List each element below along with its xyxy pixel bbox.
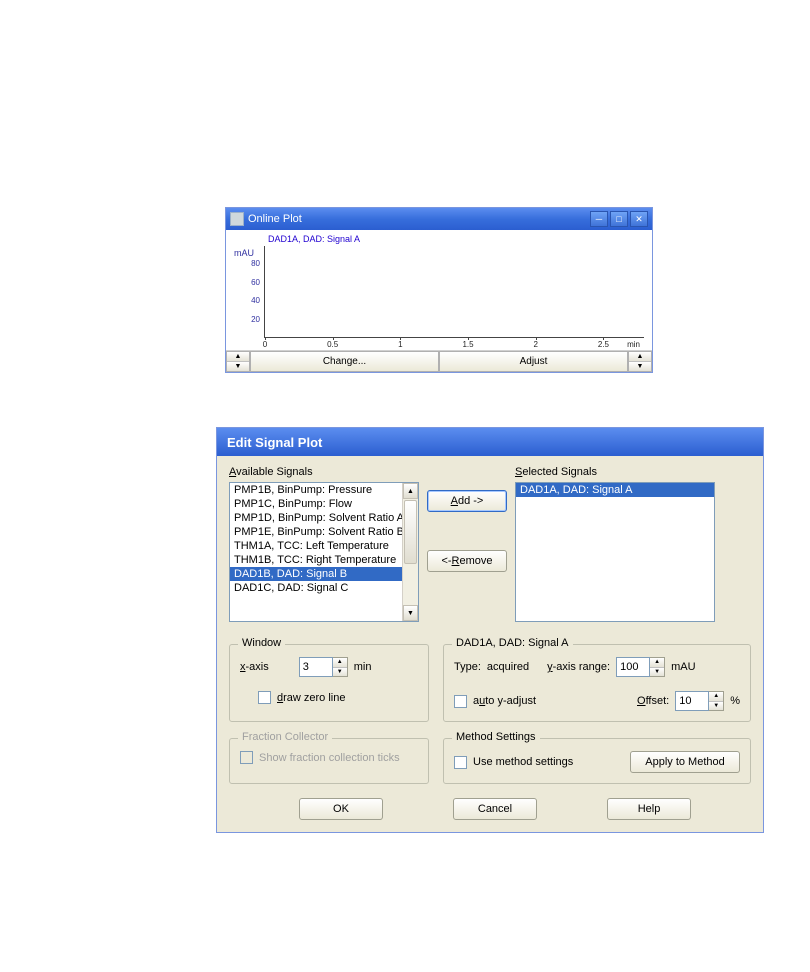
draw-zero-checkbox[interactable] [258, 691, 271, 704]
offset-value[interactable]: 10 [675, 691, 709, 711]
plot-ytick: 20 [244, 315, 260, 324]
show-fraction-ticks-checkbox [240, 751, 253, 764]
fraction-collector-group: Fraction Collector Show fraction collect… [229, 738, 429, 784]
plot-legend: DAD1A, DAD: Signal A [268, 234, 360, 244]
spinner-up-icon[interactable]: ▲ [650, 658, 664, 668]
left-spinner[interactable]: ▲ ▼ [226, 351, 250, 372]
right-spinner[interactable]: ▲ ▼ [628, 351, 652, 372]
scroll-down-icon[interactable]: ▼ [403, 605, 418, 621]
change-button[interactable]: Change... [250, 351, 439, 372]
apply-to-method-button[interactable]: Apply to Method [630, 751, 740, 773]
available-signal-item[interactable]: PMP1B, BinPump: Pressure [230, 483, 402, 497]
window-group: Window x-axis 3 ▲▼ min draw zero line [229, 644, 429, 722]
spinner-up-icon[interactable]: ▲ [333, 658, 347, 668]
selected-signals-listbox[interactable]: DAD1A, DAD: Signal A [515, 482, 715, 622]
plot-xtick: 1.5 [462, 340, 473, 349]
xaxis-label: x-axis [240, 661, 269, 673]
yrange-label: y-axis range: [547, 661, 610, 673]
spinner-down-icon[interactable]: ▼ [333, 668, 347, 677]
window-group-title: Window [238, 637, 285, 649]
auto-y-adjust-label: auto y-adjust [473, 695, 536, 707]
method-group-title: Method Settings [452, 731, 540, 743]
offset-unit: % [730, 695, 740, 707]
add-button[interactable]: Add -> [427, 490, 507, 512]
plot-xaxis-unit: min [627, 340, 640, 349]
spinner-down-icon[interactable]: ▼ [227, 362, 249, 371]
window-title: Online Plot [248, 213, 590, 225]
available-signal-item[interactable]: THM1B, TCC: Right Temperature [230, 553, 402, 567]
plot-controls: ▲ ▼ Change... Adjust ▲ ▼ [226, 350, 652, 372]
signal-group-title: DAD1A, DAD: Signal A [452, 637, 573, 649]
available-signal-item[interactable]: THM1A, TCC: Left Temperature [230, 539, 402, 553]
auto-y-adjust-checkbox[interactable] [454, 695, 467, 708]
online-plot-window: Online Plot ─ □ ✕ DAD1A, DAD: Signal A m… [225, 207, 653, 373]
offset-input[interactable]: 10 ▲▼ [675, 691, 724, 711]
yrange-value[interactable]: 100 [616, 657, 650, 677]
plot-xtick: 0 [263, 340, 267, 349]
ok-button[interactable]: OK [299, 798, 383, 820]
available-signal-item[interactable]: DAD1B, DAD: Signal B [230, 567, 402, 581]
window-icon [230, 212, 244, 226]
offset-label: Offset: [637, 695, 669, 707]
use-method-settings-checkbox[interactable] [454, 756, 467, 769]
draw-zero-label: draw zero line [277, 692, 345, 704]
online-plot-titlebar[interactable]: Online Plot ─ □ ✕ [226, 208, 652, 230]
plot-xtick: 0.5 [327, 340, 338, 349]
plot-area: DAD1A, DAD: Signal A mAU 80604020 00.511… [226, 230, 652, 350]
plot-yaxis-label: mAU [234, 248, 254, 258]
scrollbar[interactable]: ▲ ▼ [402, 483, 418, 621]
type-value: acquired [487, 661, 529, 673]
close-button[interactable]: ✕ [630, 211, 648, 227]
minimize-button[interactable]: ─ [590, 211, 608, 227]
use-method-settings-label: Use method settings [473, 756, 573, 768]
spinner-down-icon[interactable]: ▼ [650, 668, 664, 677]
xaxis-value[interactable]: 3 [299, 657, 333, 677]
scroll-up-icon[interactable]: ▲ [403, 483, 418, 499]
plot-ytick: 60 [244, 278, 260, 287]
available-signal-item[interactable]: PMP1D, BinPump: Solvent Ratio A [230, 511, 402, 525]
dialog-title: Edit Signal Plot [227, 435, 322, 450]
signal-group: DAD1A, DAD: Signal A Type: acquired y-ax… [443, 644, 751, 722]
xaxis-input[interactable]: 3 ▲▼ [299, 657, 348, 677]
available-signal-item[interactable]: PMP1E, BinPump: Solvent Ratio B [230, 525, 402, 539]
selected-signals-label: Selected Signals [515, 466, 715, 478]
available-signal-item[interactable]: DAD1C, DAD: Signal C [230, 581, 402, 595]
fraction-group-title: Fraction Collector [238, 731, 332, 743]
plot-ytick: 80 [244, 259, 260, 268]
spinner-up-icon[interactable]: ▲ [629, 352, 651, 362]
type-label: Type: [454, 661, 481, 673]
available-signals-listbox[interactable]: PMP1B, BinPump: PressurePMP1C, BinPump: … [229, 482, 419, 622]
plot-xtick: 1 [398, 340, 402, 349]
scroll-thumb[interactable] [404, 500, 417, 564]
yrange-unit: mAU [671, 661, 695, 673]
method-settings-group: Method Settings Use method settings Appl… [443, 738, 751, 784]
help-button[interactable]: Help [607, 798, 691, 820]
available-signals-label: Available Signals [229, 466, 419, 478]
cancel-button[interactable]: Cancel [453, 798, 537, 820]
spinner-up-icon[interactable]: ▲ [709, 692, 723, 702]
remove-button[interactable]: <- Remove [427, 550, 507, 572]
plot-canvas: 00.511.522.5 min [264, 246, 644, 338]
selected-signal-item[interactable]: DAD1A, DAD: Signal A [516, 483, 714, 497]
yrange-input[interactable]: 100 ▲▼ [616, 657, 665, 677]
plot-xtick: 2 [533, 340, 537, 349]
plot-ytick: 40 [244, 296, 260, 305]
spinner-up-icon[interactable]: ▲ [227, 352, 249, 362]
available-signal-item[interactable]: PMP1C, BinPump: Flow [230, 497, 402, 511]
spinner-down-icon[interactable]: ▼ [629, 362, 651, 371]
dialog-titlebar[interactable]: Edit Signal Plot [217, 428, 763, 456]
plot-xtick: 2.5 [598, 340, 609, 349]
edit-signal-plot-dialog: Edit Signal Plot Available Signals PMP1B… [216, 427, 764, 833]
adjust-button[interactable]: Adjust [439, 351, 628, 372]
xaxis-unit: min [354, 661, 372, 673]
maximize-button[interactable]: □ [610, 211, 628, 227]
spinner-down-icon[interactable]: ▼ [709, 702, 723, 711]
show-fraction-ticks-label: Show fraction collection ticks [259, 752, 400, 764]
